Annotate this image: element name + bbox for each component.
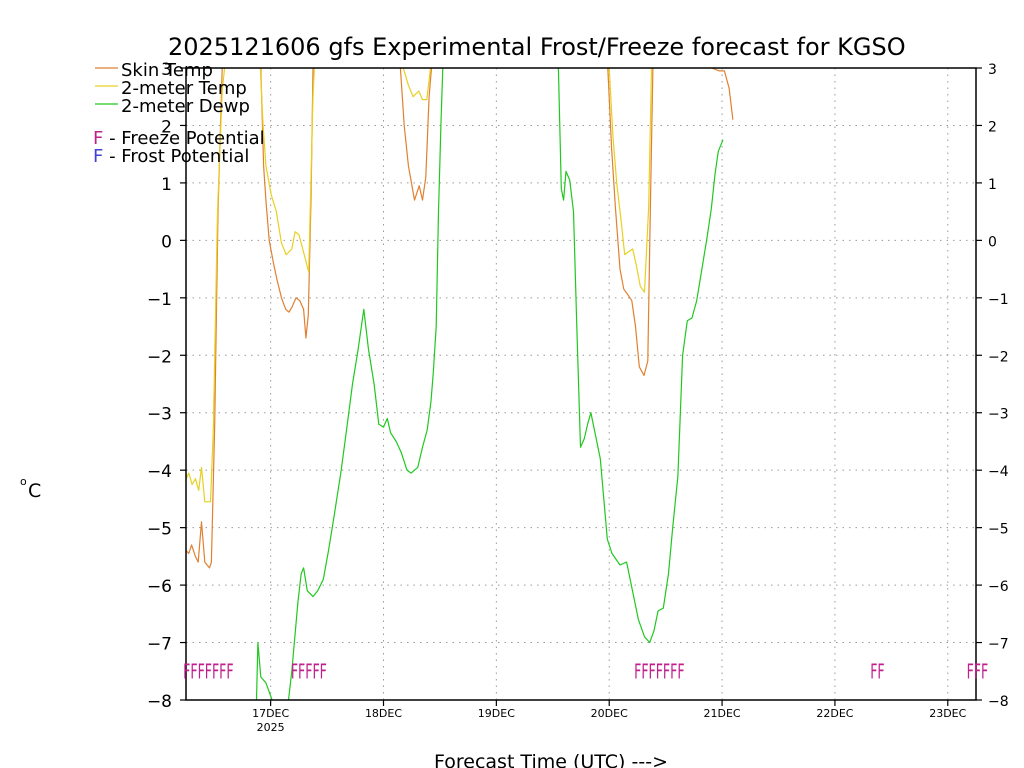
- plot-frame: [185, 67, 977, 701]
- y-tick-label-left: 1: [161, 175, 172, 195]
- series-line: [608, 67, 653, 293]
- series-line: [711, 67, 734, 120]
- freeze-potential-marker: FFFFF: [291, 659, 327, 683]
- series-line: [255, 641, 273, 701]
- x-tick-label: 22DEC: [816, 707, 853, 720]
- y-tick-label-left: 3: [161, 60, 172, 80]
- series-2-meter-temp: [185, 67, 653, 503]
- frost-potential-legend: F - Frost Potential: [93, 146, 249, 167]
- series-line: [607, 67, 654, 376]
- series-line: [259, 67, 315, 273]
- legend-label-skin-temp: Skin Temp: [121, 60, 213, 81]
- series-line: [399, 67, 433, 201]
- y-tick-label-left: 0: [161, 232, 172, 252]
- freeze-potential-marker: FF: [870, 659, 884, 683]
- frost-potential-letter: F: [93, 146, 103, 167]
- x-tick-label: 18DEC: [365, 707, 402, 720]
- x-tick-label: 23DEC: [929, 707, 966, 720]
- y-axis-title-unit: C: [28, 480, 41, 502]
- freeze-potential-text: - Freeze Potential: [103, 128, 264, 149]
- y-tick-label-right: −5: [988, 522, 1009, 538]
- x-tick-sublabel: 2025: [257, 721, 285, 734]
- y-tick-label-left: −6: [147, 577, 172, 597]
- series-lines: [185, 67, 734, 701]
- x-tick-label: 20DEC: [591, 707, 628, 720]
- series-line: [260, 67, 314, 339]
- y-tick-label-right: 0: [988, 234, 997, 250]
- y-tick-label-left: 2: [161, 117, 172, 137]
- series-line: [557, 67, 724, 644]
- freeze-potential-letter: F: [93, 128, 103, 149]
- y-tick-label-right: 2: [988, 119, 997, 135]
- series-2-meter-dewp: [255, 67, 724, 701]
- y-tick-label-right: −1: [988, 292, 1009, 308]
- y-tick-label-right: −4: [988, 464, 1009, 480]
- y-tick-label-left: −5: [147, 520, 172, 540]
- freeze-potential-marker: FFFFFFF: [183, 659, 233, 683]
- grid: [186, 68, 976, 700]
- y-tick-label-left: −7: [147, 635, 172, 655]
- y-axis-title-degree: o: [20, 475, 27, 488]
- axis-ticks: −8 −8 −7 −7 −6 −6 −5 −5 −4 −4 −3 −3 −2 −2 −1 −1 0 0 1 1 2 2 3 3…: [147, 60, 1009, 734]
- series-line: [185, 67, 226, 503]
- y-tick-label-left: −8: [147, 692, 172, 712]
- y-tick-label-right: 1: [988, 177, 997, 193]
- y-tick-label-right: 3: [988, 62, 997, 78]
- y-tick-label-right: −2: [988, 349, 1009, 365]
- series-line: [185, 67, 223, 569]
- y-tick-label-left: −4: [147, 462, 172, 482]
- y-tick-label-left: −3: [147, 405, 172, 425]
- y-tick-label-right: −6: [988, 579, 1009, 595]
- y-tick-label-left: −2: [147, 347, 172, 367]
- y-tick-label-right: −7: [988, 637, 1009, 653]
- legend: Skin Temp 2-meter Temp 2-meter Dewp F - …: [93, 60, 265, 167]
- y-tick-label-left: −1: [147, 290, 172, 310]
- potential-markers: FFFFFFF FFFFF FFFFFFF FF FFF: [183, 659, 988, 683]
- freeze-potential-legend: F - Freeze Potential: [93, 128, 265, 149]
- x-tick-label: 19DEC: [478, 707, 515, 720]
- series-line: [402, 67, 432, 101]
- series-line: [287, 67, 444, 701]
- y-tick-label-right: −8: [988, 694, 1009, 710]
- x-tick-label: 17DEC: [252, 707, 289, 720]
- chart-title: 2025121606 gfs Experimental Frost/Freeze…: [168, 33, 906, 61]
- legend-label-2m-dewp: 2-meter Dewp: [121, 96, 250, 117]
- x-tick-label: 21DEC: [704, 707, 741, 720]
- series-skin-temp: [185, 67, 734, 569]
- freeze-potential-marker: FFFFFFF: [634, 659, 684, 683]
- frost-potential-text: - Frost Potential: [103, 146, 249, 167]
- y-axis-title: o C: [20, 475, 41, 502]
- y-tick-label-right: −3: [988, 407, 1009, 423]
- freeze-potential-marker: FFF: [967, 659, 989, 683]
- x-axis-title: Forecast Time (UTC) --->: [434, 751, 668, 768]
- legend-label-2m-temp: 2-meter Temp: [121, 78, 247, 99]
